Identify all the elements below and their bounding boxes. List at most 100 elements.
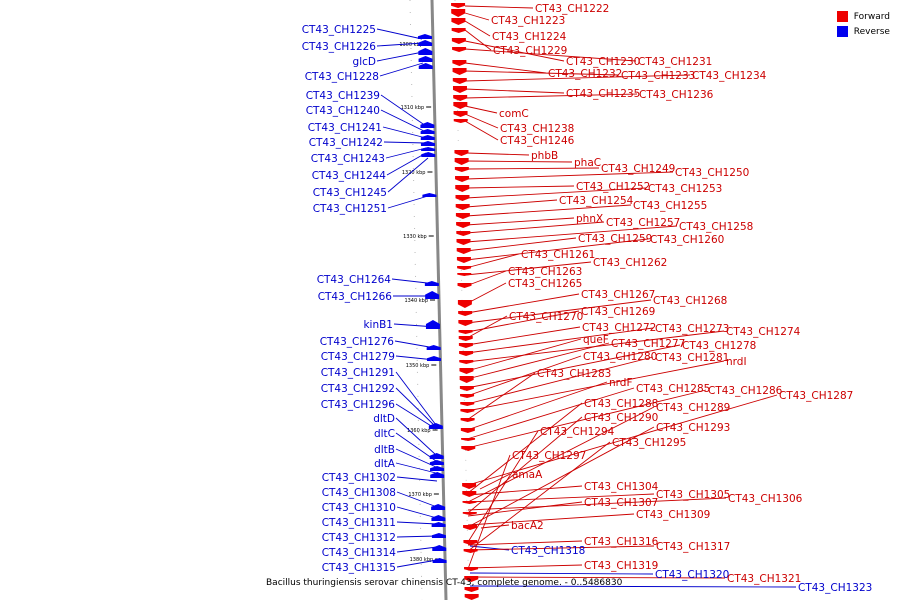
gene-label-ct43-ch1230[interactable]: CT43_CH1230	[566, 56, 640, 68]
gene-label-kinb1[interactable]: kinB1	[363, 319, 393, 331]
gene-label-ct43-ch1252[interactable]: CT43_CH1252	[576, 181, 650, 193]
gene-label-ct43-ch1258[interactable]: CT43_CH1258	[679, 221, 753, 233]
gene-label-ct43-ch1244[interactable]: CT43_CH1244	[312, 170, 387, 182]
gene-label-ct43-ch1232[interactable]: CT43_CH1232	[548, 68, 622, 80]
gene-label-ct43-ch1296[interactable]: CT43_CH1296	[321, 399, 396, 411]
gene-label-ct43-ch1291[interactable]: CT43_CH1291	[321, 367, 395, 379]
gene-label-amaa[interactable]: amaA	[512, 469, 543, 481]
gene-label-dltc[interactable]: dltC	[374, 428, 395, 440]
gene-label-ct43-ch1321[interactable]: CT43_CH1321	[727, 573, 801, 585]
gene-label-ct43-ch1307[interactable]: CT43_CH1307	[584, 497, 658, 509]
gene-label-ct43-ch1320[interactable]: CT43_CH1320	[655, 569, 729, 581]
gene-label-ct43-ch1259[interactable]: CT43_CH1259	[578, 233, 652, 245]
gene-label-ct43-ch1222[interactable]: CT43_CH1222	[535, 3, 609, 15]
gene-label-comc[interactable]: comC	[499, 108, 529, 120]
gene-label-dltb[interactable]: dltB	[374, 444, 395, 456]
gene-label-ct43-ch1257[interactable]: CT43_CH1257	[606, 217, 680, 229]
gene-label-ct43-ch1273[interactable]: CT43_CH1273	[655, 323, 729, 335]
gene-label-ct43-ch1287[interactable]: CT43_CH1287	[779, 390, 853, 402]
gene-label-ct43-ch1241[interactable]: CT43_CH1241	[308, 122, 382, 134]
gene-label-ct43-ch1267[interactable]: CT43_CH1267	[581, 289, 655, 301]
gene-label-dltd[interactable]: dltD	[373, 413, 395, 425]
gene-label-ct43-ch1249[interactable]: CT43_CH1249	[601, 163, 675, 175]
gene-label-ct43-ch1285[interactable]: CT43_CH1285	[636, 383, 710, 395]
gene-label-ct43-ch1255[interactable]: CT43_CH1255	[633, 200, 707, 212]
gene-label-ct43-ch1245[interactable]: CT43_CH1245	[313, 187, 387, 199]
gene-label-ct43-ch1223[interactable]: CT43_CH1223	[491, 15, 565, 27]
gene-label-ct43-ch1253[interactable]: CT43_CH1253	[648, 183, 722, 195]
gene-label-ct43-ch1226[interactable]: CT43_CH1226	[302, 41, 377, 53]
gene-label-ct43-ch1268[interactable]: CT43_CH1268	[653, 295, 727, 307]
gene-label-ct43-ch1254[interactable]: CT43_CH1254	[559, 195, 634, 207]
gene-label-ct43-ch1235[interactable]: CT43_CH1235	[566, 88, 640, 100]
gene-label-ct43-ch1274[interactable]: CT43_CH1274	[726, 326, 801, 338]
gene-label-ct43-ch1243[interactable]: CT43_CH1243	[311, 153, 385, 165]
gene-label-ct43-ch1281[interactable]: CT43_CH1281	[655, 352, 729, 364]
gene-label-ct43-ch1283[interactable]: CT43_CH1283	[537, 368, 611, 380]
gene-label-ct43-ch1304[interactable]: CT43_CH1304	[584, 481, 659, 493]
gene-label-ct43-ch1272[interactable]: CT43_CH1272	[582, 322, 656, 334]
gene-label-ct43-ch1311[interactable]: CT43_CH1311	[322, 517, 396, 529]
gene-label-ct43-ch1295[interactable]: CT43_CH1295	[612, 437, 686, 449]
gene-label-nrdf[interactable]: nrdF	[609, 377, 633, 389]
gene-label-phbb[interactable]: phbB	[531, 150, 558, 162]
gene-label-ct43-ch1270[interactable]: CT43_CH1270	[509, 311, 583, 323]
gene-label-ct43-ch1294[interactable]: CT43_CH1294	[540, 426, 615, 438]
gene-label-ct43-ch1290[interactable]: CT43_CH1290	[584, 412, 658, 424]
gene-label-ct43-ch1279[interactable]: CT43_CH1279	[321, 351, 395, 363]
gene-label-ct43-ch1263[interactable]: CT43_CH1263	[508, 266, 582, 278]
gene-label-ct43-ch1238[interactable]: CT43_CH1238	[500, 123, 574, 135]
gene-label-ct43-ch1231[interactable]: CT43_CH1231	[638, 56, 712, 68]
gene-label-ct43-ch1240[interactable]: CT43_CH1240	[306, 105, 380, 117]
gene-label-ct43-ch1250[interactable]: CT43_CH1250	[675, 167, 749, 179]
gene-label-ct43-ch1236[interactable]: CT43_CH1236	[639, 89, 714, 101]
gene-label-ct43-ch1266[interactable]: CT43_CH1266	[318, 291, 393, 303]
gene-label-ct43-ch1309[interactable]: CT43_CH1309	[636, 509, 710, 521]
gene-label-nrdi[interactable]: nrdI	[726, 356, 747, 368]
gene-label-ct43-ch1312[interactable]: CT43_CH1312	[322, 532, 396, 544]
gene-label-glcd[interactable]: glcD	[353, 56, 376, 68]
gene-label-phnx[interactable]: phnX	[576, 213, 603, 225]
gene-label-ct43-ch1308[interactable]: CT43_CH1308	[322, 487, 396, 499]
gene-label-ct43-ch1233[interactable]: CT43_CH1233	[621, 70, 695, 82]
gene-label-ct43-ch1280[interactable]: CT43_CH1280	[583, 351, 657, 363]
gene-label-ct43-ch1323[interactable]: CT43_CH1323	[798, 582, 872, 594]
gene-label-ct43-ch1305[interactable]: CT43_CH1305	[656, 489, 730, 501]
gene-label-ct43-ch1302[interactable]: CT43_CH1302	[322, 472, 396, 484]
gene-label-ct43-ch1277[interactable]: CT43_CH1277	[611, 338, 685, 350]
gene-label-ct43-ch1318[interactable]: CT43_CH1318	[511, 545, 585, 557]
gene-label-phac[interactable]: phaC	[574, 157, 601, 169]
gene-label-ct43-ch1276[interactable]: CT43_CH1276	[320, 336, 395, 348]
gene-label-ct43-ch1229[interactable]: CT43_CH1229	[493, 45, 567, 57]
gene-label-ct43-ch1317[interactable]: CT43_CH1317	[656, 541, 730, 553]
gene-label-ct43-ch1316[interactable]: CT43_CH1316	[584, 536, 659, 548]
gene-label-ct43-ch1260[interactable]: CT43_CH1260	[650, 234, 724, 246]
gene-label-dlta[interactable]: dltA	[374, 458, 396, 470]
gene-label-ct43-ch1292[interactable]: CT43_CH1292	[321, 383, 395, 395]
gene-label-ct43-ch1262[interactable]: CT43_CH1262	[593, 257, 667, 269]
gene-label-ct43-ch1314[interactable]: CT43_CH1314	[322, 547, 397, 559]
gene-label-ct43-ch1315[interactable]: CT43_CH1315	[322, 562, 396, 574]
gene-label-ct43-ch1278[interactable]: CT43_CH1278	[682, 340, 756, 352]
gene-label-ct43-ch1293[interactable]: CT43_CH1293	[656, 422, 730, 434]
gene-label-quef[interactable]: queF	[583, 334, 609, 346]
gene-label-ct43-ch1310[interactable]: CT43_CH1310	[322, 502, 396, 514]
gene-label-ct43-ch1239[interactable]: CT43_CH1239	[306, 90, 380, 102]
gene-label-ct43-ch1289[interactable]: CT43_CH1289	[656, 402, 730, 414]
gene-label-ct43-ch1246[interactable]: CT43_CH1246	[500, 135, 575, 147]
gene-label-ct43-ch1242[interactable]: CT43_CH1242	[309, 137, 383, 149]
gene-label-ct43-ch1319[interactable]: CT43_CH1319	[584, 560, 658, 572]
gene-label-ct43-ch1224[interactable]: CT43_CH1224	[492, 31, 567, 43]
gene-label-ct43-ch1269[interactable]: CT43_CH1269	[581, 306, 655, 318]
gene-label-ct43-ch1264[interactable]: CT43_CH1264	[317, 274, 392, 286]
gene-label-ct43-ch1306[interactable]: CT43_CH1306	[728, 493, 803, 505]
gene-label-ct43-ch1234[interactable]: CT43_CH1234	[692, 70, 767, 82]
gene-label-baca2[interactable]: bacA2	[511, 520, 544, 532]
gene-label-ct43-ch1251[interactable]: CT43_CH1251	[313, 203, 387, 215]
gene-label-ct43-ch1265[interactable]: CT43_CH1265	[508, 278, 582, 290]
gene-label-ct43-ch1286[interactable]: CT43_CH1286	[708, 385, 783, 397]
gene-label-ct43-ch1297[interactable]: CT43_CH1297	[512, 450, 586, 462]
gene-label-ct43-ch1228[interactable]: CT43_CH1228	[305, 71, 379, 83]
gene-label-ct43-ch1261[interactable]: CT43_CH1261	[521, 249, 595, 261]
gene-label-ct43-ch1288[interactable]: CT43_CH1288	[584, 398, 658, 410]
